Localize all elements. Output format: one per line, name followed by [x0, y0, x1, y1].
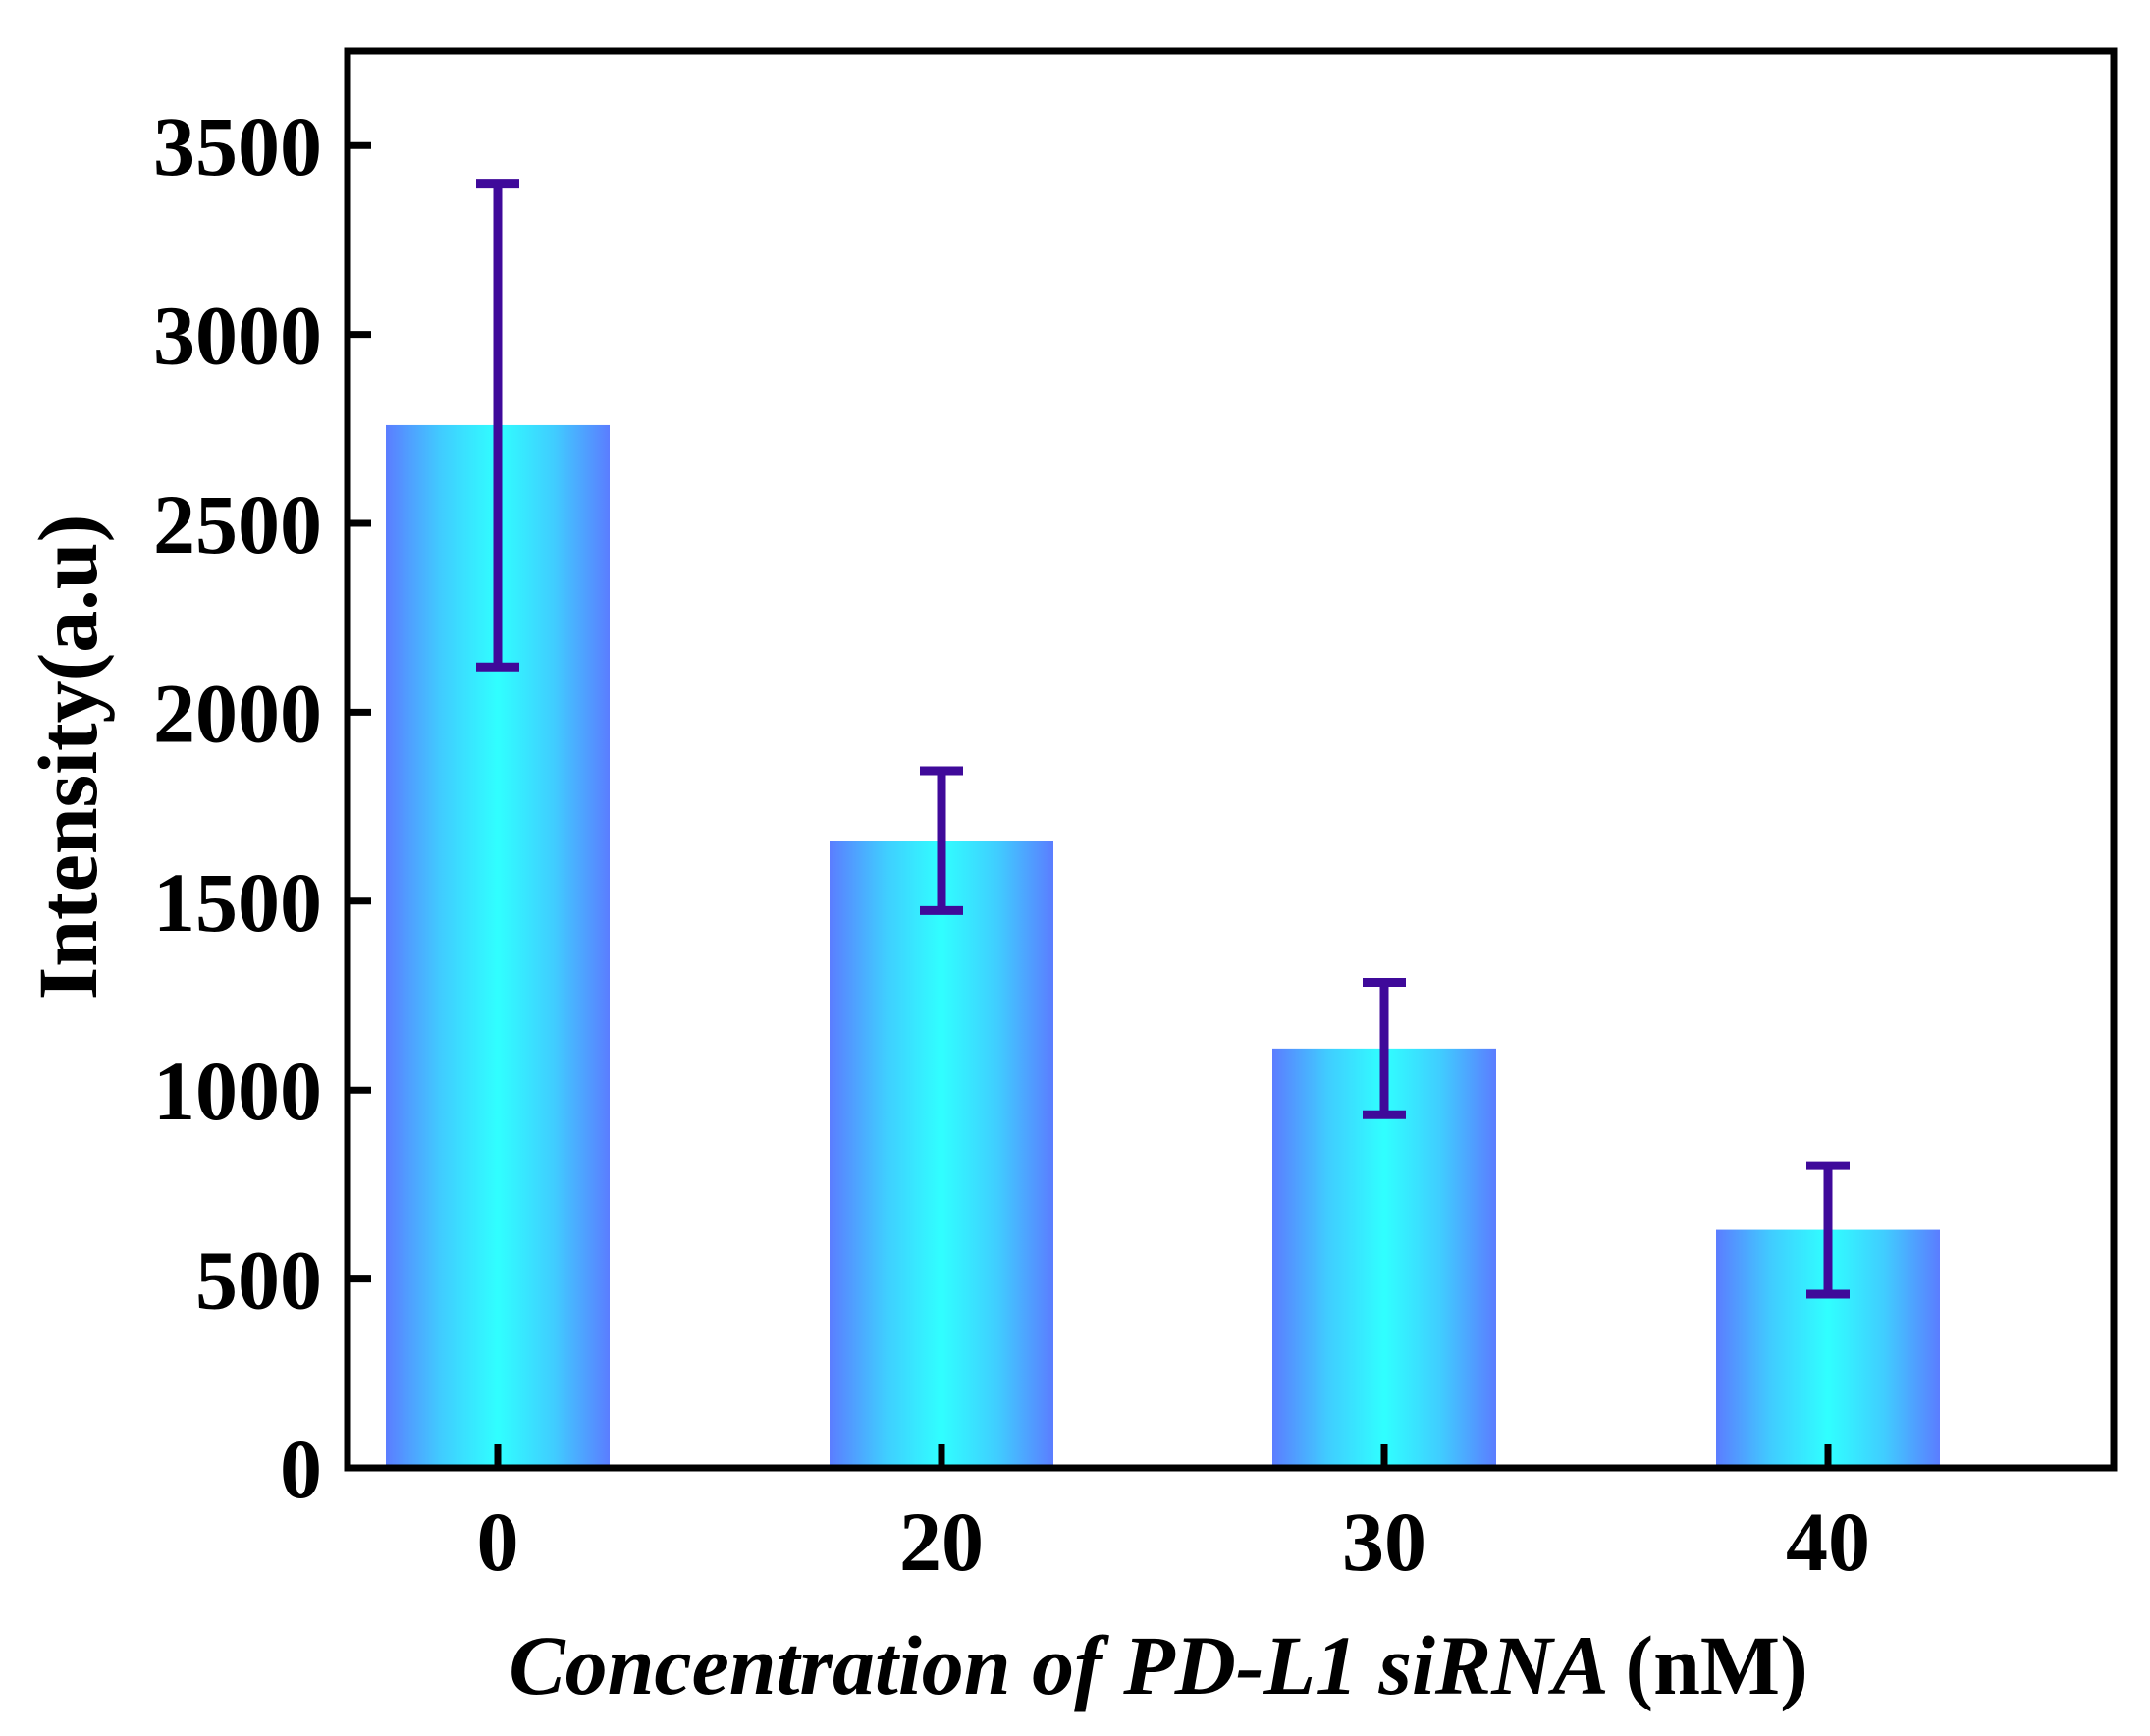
bars-group [386, 424, 1940, 1468]
x-axis-title-unit: (nM) [1625, 1618, 1807, 1712]
y-axis-ticks: 0 500 1000 1500 2000 2500 3000 3500 [153, 99, 371, 1516]
bar-20 [830, 841, 1053, 1468]
x-tick-label-0: 0 [477, 1494, 519, 1589]
y-tick-label-3500: 3500 [153, 99, 322, 193]
x-axis-ticks: 0 20 30 40 [477, 1444, 1870, 1589]
y-axis-title: Intensity(a.u) [21, 515, 115, 1001]
x-axis-title: Concentration of PD-L1 siRNA (nM) [509, 1618, 1808, 1712]
y-tick-label-1500: 1500 [153, 855, 322, 949]
x-tick-label-30: 30 [1342, 1494, 1426, 1589]
x-tick-label-40: 40 [1786, 1494, 1870, 1589]
y-tick-label-2000: 2000 [153, 666, 322, 760]
y-tick-label-500: 500 [195, 1233, 322, 1328]
x-tick-label-20: 20 [899, 1494, 984, 1589]
error-bars-group [476, 179, 1850, 1299]
plot-frame [344, 47, 2118, 1472]
x-axis-title-main: Concentration of PD-L1 siRNA [509, 1618, 1625, 1712]
y-tick-label-1000: 1000 [153, 1044, 322, 1138]
y-tick-label-3000: 3000 [153, 289, 322, 383]
y-tick-label-2500: 2500 [153, 477, 322, 571]
y-tick-label-0: 0 [280, 1422, 322, 1516]
